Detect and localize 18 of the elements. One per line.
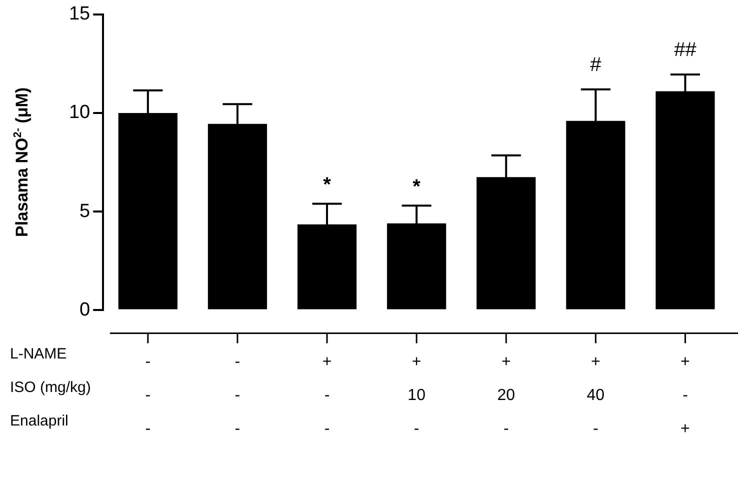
annotation: ##	[674, 39, 698, 62]
x-tick-label: + - -	[322, 353, 332, 438]
y-tick-label: 0	[80, 299, 90, 320]
annotation: *	[323, 174, 332, 196]
x-tick-label: + 40 -	[586, 353, 605, 438]
y-tick-label: 10	[68, 102, 90, 124]
annotation: *	[412, 176, 421, 198]
text: L-NAME	[10, 345, 67, 362]
x-tick-label: + 20 -	[497, 353, 516, 438]
x-tick-label: + - +	[680, 353, 690, 438]
annotation: #	[590, 54, 602, 76]
x-tick-label: + 10 -	[408, 353, 426, 438]
x-tick-label: - - -	[234, 353, 240, 438]
text: Enalapril	[10, 412, 68, 430]
y-tick-label: 15	[68, 4, 90, 25]
y-tick-label: 5	[80, 200, 90, 222]
x-tick-label: - - -	[145, 353, 151, 438]
text: ISO (mg/kg)	[10, 378, 91, 396]
